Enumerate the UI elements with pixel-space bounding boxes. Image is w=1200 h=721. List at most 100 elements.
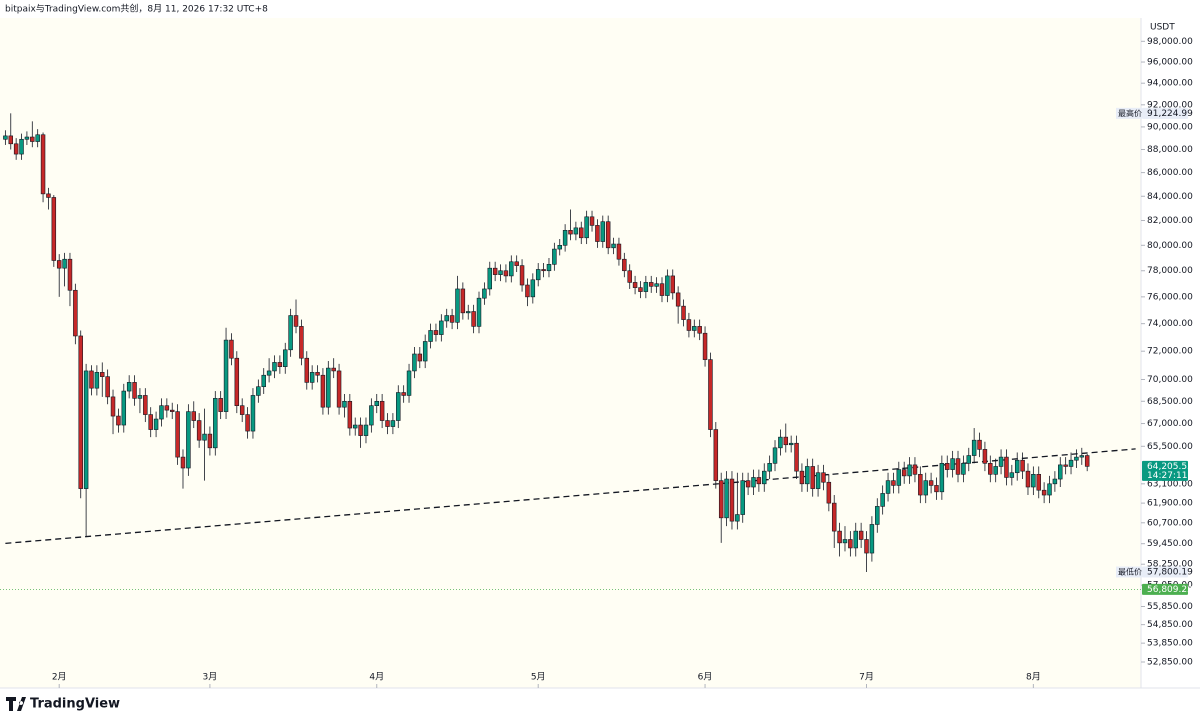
candle-body: [568, 230, 573, 235]
candle-body: [810, 466, 815, 489]
candle-body: [293, 315, 299, 327]
candle-body: [35, 134, 40, 142]
candle-body: [611, 243, 616, 249]
candle-body: [143, 395, 148, 415]
candle-body: [934, 485, 939, 493]
last-price-box: [1142, 460, 1188, 481]
candle-body: [659, 283, 665, 296]
last-price-value: 64,205.53: [1147, 462, 1193, 472]
candle-body: [821, 472, 826, 483]
candle-body: [159, 405, 164, 420]
candle-body: [509, 261, 514, 277]
candle-body: [234, 357, 240, 406]
candle-body: [385, 420, 390, 427]
candle-body: [116, 415, 121, 426]
candle-body: [525, 284, 530, 298]
candle-body: [266, 370, 272, 376]
candle-body: [783, 436, 789, 446]
candle-body: [842, 539, 848, 544]
y-tick-label: 55,850.00: [1147, 602, 1193, 612]
candle-body: [589, 216, 595, 226]
high-marker-box: [1142, 107, 1188, 119]
candle-body: [799, 470, 805, 485]
candle-body: [358, 424, 363, 436]
candle-body: [772, 447, 778, 464]
candle-body: [686, 319, 692, 331]
logo-icon: [6, 697, 26, 711]
candle-body: [805, 466, 810, 485]
y-tick-label: 72,000.00: [1147, 347, 1193, 357]
y-tick-label: 80,000.00: [1147, 241, 1193, 251]
candle-body: [670, 275, 675, 294]
candle-body: [530, 279, 536, 298]
candle-body: [901, 469, 907, 477]
candle-body: [487, 267, 493, 290]
candle-body: [83, 370, 89, 489]
candle-body: [67, 258, 73, 291]
candle-body: [245, 414, 250, 432]
candle-body: [675, 292, 681, 307]
candle-body: [724, 478, 729, 519]
candle-body: [627, 270, 632, 283]
candle-body: [600, 221, 606, 242]
candle-body: [374, 400, 379, 406]
candle-body: [503, 270, 509, 277]
candle-body: [1009, 472, 1015, 478]
candle-body: [110, 396, 116, 417]
candle-body: [971, 439, 977, 456]
candle-body: [196, 420, 202, 441]
candle-body: [121, 390, 127, 426]
x-tick-label: 2月: [52, 672, 67, 683]
candle-body: [1068, 459, 1074, 467]
candle-body: [277, 362, 283, 367]
candle-body: [433, 330, 439, 335]
y-tick-label: 84,000.00: [1147, 192, 1193, 202]
candle-body: [13, 143, 19, 155]
candle-body: [406, 370, 412, 396]
candle-body: [918, 474, 923, 496]
high-marker-value: 91,224.99: [1147, 109, 1193, 119]
candle-body: [1004, 456, 1009, 478]
candle-body: [261, 374, 266, 388]
candle-body: [89, 370, 94, 389]
candle-body: [352, 424, 358, 429]
candle-body: [632, 282, 638, 288]
alert-value: 56,809.22: [1147, 585, 1193, 595]
candle-body: [444, 315, 449, 322]
candle-body: [708, 359, 713, 430]
candle-body: [186, 411, 191, 469]
candle-body: [557, 244, 562, 250]
candle-body: [449, 315, 455, 323]
candle-body: [132, 382, 137, 399]
candle-body: [8, 135, 14, 145]
candle-body: [256, 386, 261, 396]
candle-body: [767, 463, 772, 472]
candle-body: [864, 539, 869, 554]
candle-body: [945, 463, 950, 470]
high-marker-tag: [1116, 107, 1142, 119]
candle-body: [396, 392, 401, 421]
low-marker-box: [1142, 566, 1188, 578]
candle-body: [213, 398, 218, 449]
candle-body: [1058, 464, 1063, 480]
header: bitpaix与TradingView.com共创，8月 11, 2026 17…: [5, 3, 268, 15]
candle-body: [896, 469, 902, 486]
candle-body: [869, 524, 875, 554]
y-tick-label: 63,100.00: [1147, 479, 1193, 489]
y-tick-label: 54,850.00: [1147, 620, 1193, 630]
candle-body: [831, 502, 837, 532]
y-tick-label: 96,000.00: [1147, 58, 1193, 68]
alert-box: [1142, 583, 1188, 595]
candle-body: [713, 429, 719, 481]
y-tick-label: 94,000.00: [1147, 79, 1193, 89]
candle-body: [105, 376, 110, 398]
candle-body: [3, 135, 8, 140]
candle-body: [1074, 456, 1079, 461]
candle-body: [977, 439, 982, 450]
candle-body: [1014, 459, 1020, 474]
candle-body: [51, 197, 57, 261]
candle-body: [519, 265, 525, 286]
currency: USDT: [1150, 23, 1175, 33]
candle-body: [815, 472, 821, 489]
candle-body: [648, 282, 654, 287]
